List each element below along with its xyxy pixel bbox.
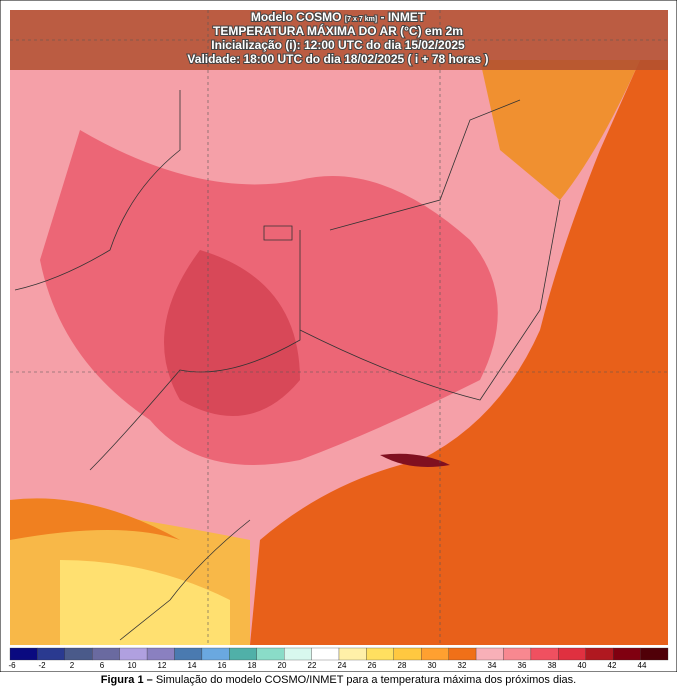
colorbar-label: 36 bbox=[518, 661, 527, 670]
colorbar-swatch bbox=[311, 647, 340, 661]
colorbar-swatch bbox=[558, 647, 586, 661]
colorbar-swatch bbox=[256, 647, 285, 661]
title-resolution: [7 x 7 km] bbox=[345, 16, 377, 23]
colorbar-swatch bbox=[640, 647, 669, 661]
colorbar-label: 6 bbox=[100, 661, 105, 670]
colorbar-label: -6 bbox=[8, 661, 16, 670]
colorbar-swatch bbox=[475, 647, 504, 661]
colorbar-swatch bbox=[174, 647, 203, 661]
colorbar-swatch bbox=[37, 647, 65, 661]
title-model: Modelo COSMO bbox=[251, 10, 342, 24]
colorbar-swatch bbox=[338, 647, 367, 661]
colorbar-label: 26 bbox=[368, 661, 377, 670]
title-line: Modelo COSMO [7 x 7 km] - INMET bbox=[251, 10, 426, 24]
colorbar-swatch bbox=[64, 647, 93, 661]
colorbar-swatch bbox=[393, 647, 422, 661]
colorbar-swatch bbox=[366, 647, 394, 661]
colorbar-label: 24 bbox=[338, 661, 347, 670]
colorbar-label: 22 bbox=[308, 661, 317, 670]
colorbar-swatch bbox=[503, 647, 532, 661]
colorbar-swatch bbox=[448, 647, 477, 661]
colorbar-label: -2 bbox=[38, 661, 46, 670]
colorbar-label: 12 bbox=[158, 661, 167, 670]
caption: Figura 1 – Simulação do modelo COSMO/INM… bbox=[0, 674, 677, 686]
colorbar-swatch bbox=[284, 647, 312, 661]
colorbar-label: 42 bbox=[608, 661, 617, 670]
colorbar-label: 44 bbox=[638, 661, 647, 670]
colorbar-label: 20 bbox=[278, 661, 287, 670]
caption-text: Simulação do modelo COSMO/INMET para a t… bbox=[155, 674, 577, 686]
colorbar-swatch bbox=[530, 647, 559, 661]
colorbar-label: 14 bbox=[188, 661, 197, 670]
map-figure: Modelo COSMO [7 x 7 km] - INMET TEMPERAT… bbox=[0, 0, 677, 673]
colorbar-label: 18 bbox=[248, 661, 257, 670]
colorbar: -6 -2 2 6 10 12 14 16 18 20 22 24 26 28 30 32 34 36 38 40 42… bbox=[8, 647, 669, 670]
colorbar-swatch bbox=[229, 647, 257, 661]
colorbar-label: 10 bbox=[128, 661, 137, 670]
colorbar-swatch bbox=[421, 647, 449, 661]
colorbar-label: 34 bbox=[488, 661, 497, 670]
colorbar-label: 2 bbox=[70, 661, 75, 670]
caption-label: Figura 1 – bbox=[100, 674, 153, 686]
title-line: Inicialização (i): 12:00 UTC do dia 15/0… bbox=[211, 38, 465, 52]
colorbar-swatch bbox=[92, 647, 120, 661]
title-line: TEMPERATURA MÁXIMA DO AR (°C) em 2m bbox=[213, 23, 463, 38]
colorbar-swatch bbox=[146, 647, 175, 661]
colorbar-swatch bbox=[9, 647, 38, 661]
colorbar-label: 16 bbox=[218, 661, 227, 670]
colorbar-label: 38 bbox=[548, 661, 557, 670]
title-agency: - INMET bbox=[380, 10, 425, 24]
colorbar-label: 30 bbox=[428, 661, 437, 670]
colorbar-swatch bbox=[613, 647, 641, 661]
title-line: Validade: 18:00 UTC do dia 18/02/2025 ( … bbox=[187, 52, 488, 66]
colorbar-label: 32 bbox=[458, 661, 467, 670]
colorbar-label: 28 bbox=[398, 661, 407, 670]
colorbar-swatch bbox=[119, 647, 148, 661]
map bbox=[10, 10, 668, 645]
colorbar-label: 40 bbox=[578, 661, 587, 670]
colorbar-swatch bbox=[585, 647, 614, 661]
colorbar-swatch bbox=[201, 647, 230, 661]
